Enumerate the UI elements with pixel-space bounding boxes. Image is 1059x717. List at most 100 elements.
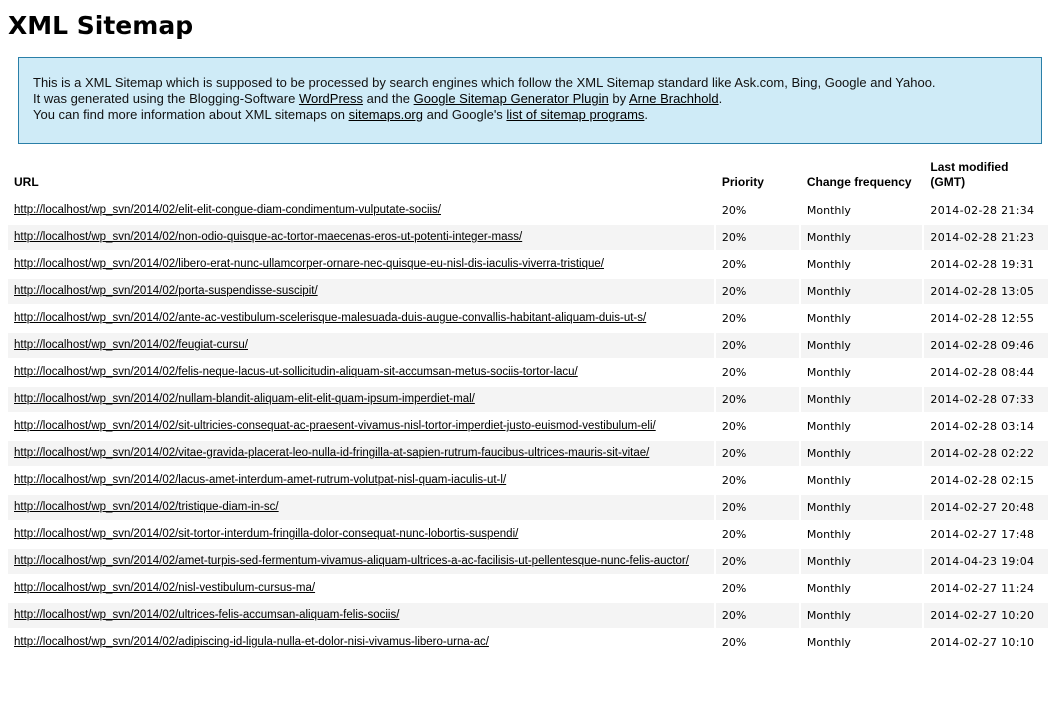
- url-link[interactable]: http://localhost/wp_svn/2014/02/porta-su…: [14, 285, 318, 297]
- table-row: http://localhost/wp_svn/2014/02/nullam-b…: [8, 387, 1048, 412]
- page-title: XML Sitemap: [8, 11, 194, 40]
- url-link[interactable]: http://localhost/wp_svn/2014/02/adipisci…: [14, 636, 489, 648]
- intro-text: You can find more information about XML …: [33, 107, 349, 122]
- last-modified-cell: 2014-02-28 09:46: [924, 333, 1048, 358]
- url-cell: http://localhost/wp_svn/2014/02/adipisci…: [8, 630, 714, 655]
- table-row: http://localhost/wp_svn/2014/02/ultrices…: [8, 603, 1048, 628]
- table-row: http://localhost/wp_svn/2014/02/amet-tur…: [8, 549, 1048, 574]
- url-cell: http://localhost/wp_svn/2014/02/sit-tort…: [8, 522, 714, 547]
- change-frequency-cell: Monthly: [806, 582, 851, 595]
- url-link[interactable]: http://localhost/wp_svn/2014/02/vitae-gr…: [14, 447, 650, 459]
- header-url[interactable]: URL: [14, 175, 39, 189]
- url-cell: http://localhost/wp_svn/2014/02/nisl-ves…: [8, 576, 714, 601]
- last-modified-cell: 2014-02-28 12:55: [930, 312, 1035, 325]
- change-frequency-cell: Monthly: [806, 366, 851, 379]
- change-frequency-cell: Monthly: [806, 474, 851, 487]
- url-link[interactable]: http://localhost/wp_svn/2014/02/nisl-ves…: [14, 582, 316, 594]
- intro-text: It was generated using the Blogging-Soft…: [33, 91, 299, 106]
- priority-cell: 20%: [721, 420, 747, 433]
- url-link[interactable]: http://localhost/wp_svn/2014/02/non-odio…: [14, 231, 523, 243]
- table-row: http://localhost/wp_svn/2014/02/lacus-am…: [8, 468, 1048, 493]
- plugin-link[interactable]: Google Sitemap Generator Plugin: [413, 91, 609, 106]
- intro-text: .: [718, 91, 723, 106]
- table-row: http://localhost/wp_svn/2014/02/ante-ac-…: [8, 306, 1048, 331]
- intro-line-3: You can find more information about XML …: [33, 107, 1027, 123]
- url-cell: http://localhost/wp_svn/2014/02/libero-e…: [8, 252, 714, 277]
- last-modified-cell: 2014-02-27 11:24: [930, 582, 1035, 595]
- sitemap-table: URL Priority Change frequency Last modif…: [6, 156, 1050, 657]
- priority-cell: 20%: [721, 528, 747, 541]
- change-frequency-cell: Monthly: [800, 333, 923, 358]
- url-link[interactable]: http://localhost/wp_svn/2014/02/felis-ne…: [14, 366, 578, 378]
- url-cell: http://localhost/wp_svn/2014/02/amet-tur…: [8, 549, 714, 574]
- table-row: http://localhost/wp_svn/2014/02/felis-ne…: [8, 360, 1048, 385]
- priority-cell: 20%: [715, 441, 799, 466]
- change-frequency-cell: Monthly: [800, 441, 923, 466]
- last-modified-cell: 2014-02-27 17:48: [930, 528, 1035, 541]
- priority-cell: 20%: [715, 279, 799, 304]
- table-row: http://localhost/wp_svn/2014/02/sit-tort…: [8, 522, 1048, 547]
- url-link[interactable]: http://localhost/wp_svn/2014/02/libero-e…: [14, 258, 604, 270]
- priority-cell: 20%: [721, 366, 747, 379]
- header-priority[interactable]: Priority: [721, 175, 764, 189]
- table-row: http://localhost/wp_svn/2014/02/libero-e…: [8, 252, 1048, 277]
- last-modified-cell: 2014-02-28 08:44: [930, 366, 1035, 379]
- priority-cell: 20%: [715, 387, 799, 412]
- priority-cell: 20%: [715, 549, 799, 574]
- intro-box: This is a XML Sitemap which is supposed …: [18, 57, 1042, 144]
- last-modified-cell: 2014-02-28 03:14: [930, 420, 1035, 433]
- priority-cell: 20%: [721, 312, 747, 325]
- priority-cell: 20%: [721, 258, 747, 271]
- url-link[interactable]: http://localhost/wp_svn/2014/02/sit-tort…: [14, 528, 519, 540]
- url-cell: http://localhost/wp_svn/2014/02/tristiqu…: [8, 495, 714, 520]
- url-link[interactable]: http://localhost/wp_svn/2014/02/elit-eli…: [14, 204, 441, 216]
- sitemap-programs-link[interactable]: list of sitemap programs: [506, 107, 645, 122]
- url-cell: http://localhost/wp_svn/2014/02/elit-eli…: [8, 198, 714, 223]
- table-row: http://localhost/wp_svn/2014/02/tristiqu…: [8, 495, 1048, 520]
- priority-cell: 20%: [715, 495, 799, 520]
- last-modified-cell: 2014-04-23 19:04: [924, 549, 1048, 574]
- intro-text: and Google's: [422, 107, 507, 122]
- last-modified-cell: 2014-02-28 21:34: [930, 204, 1035, 217]
- author-link[interactable]: Arne Brachhold: [629, 91, 719, 106]
- priority-cell: 20%: [721, 582, 747, 595]
- url-link[interactable]: http://localhost/wp_svn/2014/02/tristiqu…: [14, 501, 279, 513]
- table-row: http://localhost/wp_svn/2014/02/vitae-gr…: [8, 441, 1048, 466]
- table-body: http://localhost/wp_svn/2014/02/elit-eli…: [8, 198, 1048, 655]
- header-last-modified[interactable]: Last modified (GMT): [930, 160, 1009, 189]
- last-modified-cell: 2014-02-28 21:23: [924, 225, 1048, 250]
- url-link[interactable]: http://localhost/wp_svn/2014/02/ante-ac-…: [14, 312, 647, 324]
- header-change-frequency[interactable]: Change frequency: [806, 175, 912, 189]
- table-row: http://localhost/wp_svn/2014/02/non-odio…: [8, 225, 1048, 250]
- change-frequency-cell: Monthly: [800, 387, 923, 412]
- wordpress-link[interactable]: WordPress: [298, 91, 364, 106]
- priority-cell: 20%: [721, 474, 747, 487]
- intro-line-1: This is a XML Sitemap which is supposed …: [33, 75, 936, 90]
- url-link[interactable]: http://localhost/wp_svn/2014/02/nullam-b…: [14, 393, 475, 405]
- last-modified-cell: 2014-02-28 19:31: [930, 258, 1035, 271]
- change-frequency-cell: Monthly: [800, 225, 923, 250]
- url-link[interactable]: http://localhost/wp_svn/2014/02/feugiat-…: [14, 339, 248, 351]
- change-frequency-cell: Monthly: [800, 549, 923, 574]
- url-cell: http://localhost/wp_svn/2014/02/nullam-b…: [8, 387, 714, 412]
- priority-cell: 20%: [721, 204, 747, 217]
- url-link[interactable]: http://localhost/wp_svn/2014/02/sit-ultr…: [14, 420, 656, 432]
- url-cell: http://localhost/wp_svn/2014/02/lacus-am…: [8, 468, 714, 493]
- url-cell: http://localhost/wp_svn/2014/02/sit-ultr…: [8, 414, 714, 439]
- url-link[interactable]: http://localhost/wp_svn/2014/02/lacus-am…: [14, 474, 507, 486]
- url-link[interactable]: http://localhost/wp_svn/2014/02/ultrices…: [14, 609, 400, 621]
- url-cell: http://localhost/wp_svn/2014/02/feugiat-…: [8, 333, 714, 358]
- table-row: http://localhost/wp_svn/2014/02/sit-ultr…: [8, 414, 1048, 439]
- table-row: http://localhost/wp_svn/2014/02/porta-su…: [8, 279, 1048, 304]
- change-frequency-cell: Monthly: [806, 420, 851, 433]
- last-modified-cell: 2014-02-28 13:05: [924, 279, 1048, 304]
- table-row: http://localhost/wp_svn/2014/02/nisl-ves…: [8, 576, 1048, 601]
- sitemaps-org-link[interactable]: sitemaps.org: [348, 107, 423, 122]
- change-frequency-cell: Monthly: [800, 603, 923, 628]
- url-cell: http://localhost/wp_svn/2014/02/non-odio…: [8, 225, 714, 250]
- page: XML Sitemap This is a XML Sitemap which …: [6, 11, 1050, 657]
- intro-line-2: It was generated using the Blogging-Soft…: [33, 91, 1027, 107]
- change-frequency-cell: Monthly: [806, 312, 851, 325]
- url-link[interactable]: http://localhost/wp_svn/2014/02/amet-tur…: [14, 555, 689, 567]
- intro-text: and the: [363, 91, 414, 106]
